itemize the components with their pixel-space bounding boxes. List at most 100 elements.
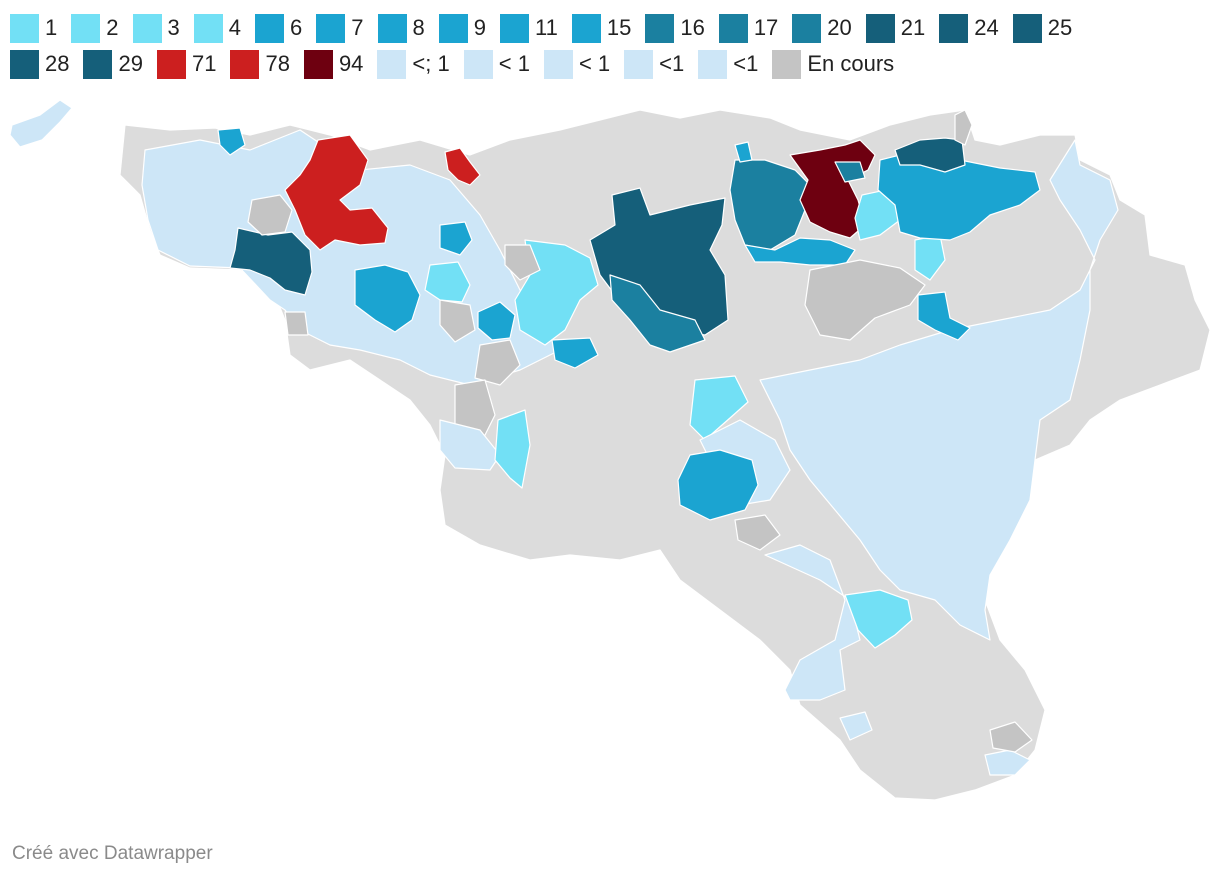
legend-item: 25 [1012, 13, 1073, 43]
region-blue-east[interactable] [917, 291, 971, 341]
region-blue-ne[interactable] [744, 237, 856, 266]
legend-item: 16 [645, 13, 705, 43]
region-blue-ne-2[interactable] [734, 141, 753, 163]
legend-label: 25 [1047, 15, 1073, 40]
legend-label: 6 [290, 15, 303, 40]
legend-label: <1 [659, 51, 685, 76]
legend-label: 17 [753, 15, 779, 40]
region-lt1-east[interactable] [759, 139, 1119, 641]
legend-label: < 1 [578, 51, 611, 76]
legend-swatch [71, 13, 101, 43]
legend-label: 20 [827, 15, 852, 40]
region-grey-center-3[interactable] [504, 244, 541, 281]
region-blue-nw[interactable] [217, 127, 246, 156]
legend-label: 94 [338, 51, 364, 76]
region-blue-west-small[interactable] [439, 221, 473, 256]
region-grey-east[interactable] [804, 259, 926, 341]
region-lt1-sw[interactable] [439, 419, 501, 471]
region-lt1-south-small[interactable] [839, 711, 873, 741]
legend-label: 21 [900, 15, 926, 40]
legend-item: 20 [792, 13, 852, 43]
region-dark-west[interactable] [229, 227, 313, 296]
legend-label: 16 [680, 15, 705, 40]
region-grey-center-4[interactable] [439, 299, 476, 343]
legend-swatch [132, 13, 162, 43]
legend-row-2: 28 29 71 78 94 <; 1 < 1 < 1 <1 <1 En cours [10, 46, 1210, 82]
legend-swatch [463, 49, 493, 79]
legend-swatch [438, 13, 468, 43]
legend-item: <1 [698, 49, 758, 79]
legend-item: <1 [624, 49, 685, 79]
legend-item: < 1 [463, 49, 530, 79]
legend-swatch [772, 49, 802, 79]
legend-label: 29 [118, 51, 143, 76]
legend-label: 28 [45, 51, 70, 76]
region-grey-west[interactable] [247, 194, 293, 236]
region-grey-center-1[interactable] [474, 339, 521, 386]
legend: 1 2 3 4 6 7 8 9 11 15 16 17 20 21 24 25 28 29 71 78 94 <; 1 <… [10, 10, 1210, 82]
legend-label: 1 [45, 15, 58, 40]
region-grey-se[interactable] [989, 721, 1033, 753]
legend-swatch [718, 13, 748, 43]
legend-swatch [230, 49, 260, 79]
legend-item: 2 [71, 13, 119, 43]
legend-swatch [193, 13, 223, 43]
legend-label: <; 1 [412, 51, 450, 76]
legend-item: 4 [193, 13, 241, 43]
region-cyan-sw[interactable] [494, 409, 531, 489]
legend-item: 78 [230, 49, 290, 79]
legend-swatch [377, 49, 407, 79]
legend-item: 9 [438, 13, 486, 43]
region-west-exclave[interactable] [9, 99, 73, 148]
legend-label: 11 [535, 15, 558, 40]
legend-item: En cours [772, 49, 894, 79]
legend-swatch [156, 49, 186, 79]
legend-item: 24 [939, 13, 999, 43]
legend-swatch [10, 49, 39, 79]
region-cyan-south-center[interactable] [689, 375, 749, 441]
legend-swatch [500, 13, 529, 43]
legend-swatch [543, 49, 573, 79]
region-cyan-south[interactable] [844, 589, 913, 649]
legend-swatch [645, 13, 675, 43]
region-blue-center[interactable] [551, 337, 599, 369]
legend-swatch [10, 13, 39, 43]
legend-label: 15 [606, 15, 632, 40]
legend-item: < 1 [543, 49, 611, 79]
map-svg [9, 99, 1211, 801]
region-blue-south-center[interactable] [677, 449, 759, 521]
legend-item: 3 [132, 13, 180, 43]
region-red-2[interactable] [444, 147, 481, 186]
credit-text: Créé avec Datawrapper [12, 843, 213, 864]
region-grey-south-center[interactable] [734, 514, 781, 551]
region-blue-center-2[interactable] [477, 301, 516, 341]
legend-item: 11 [500, 13, 558, 43]
legend-swatch [316, 13, 346, 43]
region-grey-ne-strip[interactable] [954, 109, 973, 146]
legend-swatch [571, 13, 601, 43]
legend-item: 1 [10, 13, 58, 43]
region-blue-west[interactable] [354, 264, 421, 333]
region-red-1[interactable] [284, 134, 389, 251]
legend-item: 71 [156, 49, 216, 79]
legend-label: 8 [412, 15, 425, 40]
legend-item: <; 1 [377, 49, 450, 79]
legend-swatch [792, 13, 822, 43]
legend-item: 8 [377, 13, 425, 43]
region-teal-center[interactable] [609, 274, 706, 353]
legend-item: 29 [83, 49, 143, 79]
legend-item: 7 [316, 13, 364, 43]
legend-swatch [698, 49, 728, 79]
legend-swatch [1012, 13, 1042, 43]
choropleth-map [0, 90, 1220, 820]
legend-item: 21 [865, 13, 926, 43]
region-dark-ne[interactable] [894, 137, 966, 173]
region-cyan-west[interactable] [424, 261, 471, 303]
legend-item: 28 [10, 49, 70, 79]
region-blue-ne-3[interactable] [877, 149, 1041, 241]
region-teal-ne-2[interactable] [834, 161, 866, 183]
region-grey-west-2[interactable] [284, 311, 309, 336]
legend-swatch [624, 49, 654, 79]
region-teal-ne[interactable] [729, 159, 811, 251]
legend-label: 24 [974, 15, 999, 40]
